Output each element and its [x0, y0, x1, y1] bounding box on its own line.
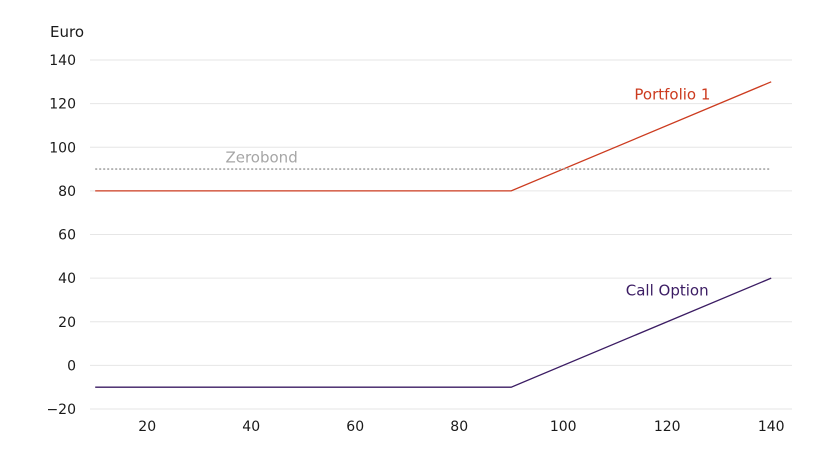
y-tick-label: 120: [49, 97, 76, 113]
x-tick-label: 80: [450, 419, 468, 435]
x-tick-label: 20: [138, 419, 156, 435]
y-tick-label: 80: [58, 184, 76, 200]
series-label: Portfolio 1: [634, 85, 710, 103]
series-labels: Portfolio 1 Zerobond Call Option: [225, 85, 710, 299]
y-tick-label: 40: [58, 271, 76, 287]
y-axis-ticks: −20 0 20 40 60 80 100 120 140: [46, 53, 76, 418]
series-label: Zerobond: [225, 149, 297, 167]
x-axis-ticks: 20 40 60 80 100 120 140: [138, 419, 784, 435]
series-lines: [95, 81, 772, 388]
gridlines: [90, 59, 792, 410]
x-tick-label: 100: [550, 419, 577, 435]
x-tick-label: 40: [242, 419, 260, 435]
series-label: Call Option: [626, 282, 709, 300]
y-tick-label: 140: [49, 53, 76, 69]
y-tick-label: 20: [58, 315, 76, 331]
x-tick-label: 140: [758, 419, 785, 435]
x-tick-label: 120: [654, 419, 681, 435]
series-line-portfolio-1: [95, 81, 772, 192]
series-line-call-option: [95, 277, 772, 388]
y-tick-label: −20: [46, 402, 76, 418]
y-tick-label: 0: [67, 358, 76, 374]
y-axis-title: Euro: [50, 23, 84, 41]
x-tick-label: 60: [346, 419, 364, 435]
y-tick-label: 60: [58, 228, 76, 244]
y-tick-label: 100: [49, 140, 76, 156]
